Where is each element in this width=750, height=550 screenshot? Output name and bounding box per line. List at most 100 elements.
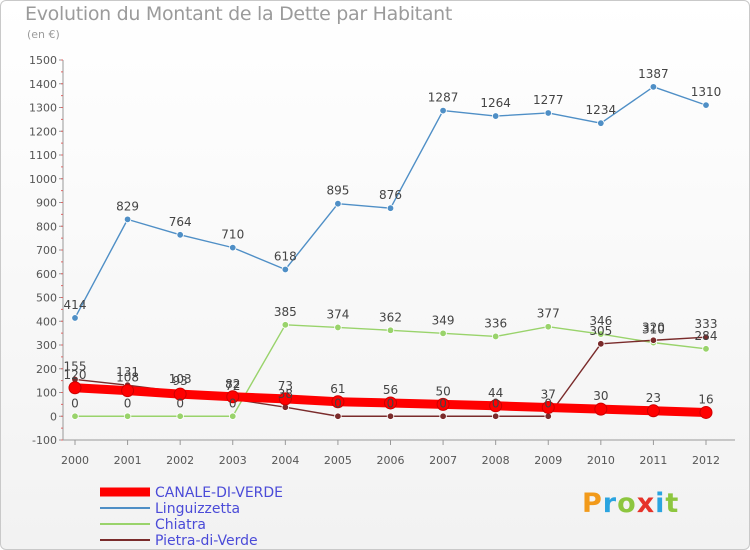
data-label: 336 (484, 316, 507, 330)
x-tick-label: 2000 (61, 454, 89, 467)
data-label: 346 (589, 314, 612, 328)
data-point (491, 332, 500, 341)
data-point (384, 396, 397, 410)
data-label: 50 (435, 384, 450, 398)
data-label: 374 (326, 307, 349, 321)
data-label: 829 (116, 199, 139, 213)
data-label: 155 (64, 359, 87, 373)
x-tick-label: 2006 (377, 454, 405, 467)
data-point (702, 101, 710, 109)
legend-label: Chiatra (155, 517, 206, 533)
data-label: 93 (173, 374, 188, 388)
data-label: 103 (169, 372, 192, 386)
data-label: 0 (387, 396, 395, 410)
data-point (386, 326, 395, 334)
data-point (699, 405, 713, 419)
legend-label: Pietra-di-Verde (155, 533, 258, 549)
data-point (176, 231, 184, 239)
data-label: 0 (71, 396, 79, 410)
data-point (649, 83, 658, 91)
legend-label: Linguizzetta (155, 501, 240, 517)
x-tick-label: 2009 (534, 454, 562, 467)
x-tick-label: 2003 (219, 454, 247, 467)
data-point (439, 329, 447, 338)
data-point (123, 215, 132, 224)
data-label: 0 (229, 396, 237, 410)
data-label: 37 (541, 387, 556, 401)
data-label: 1264 (480, 96, 511, 110)
data-point (646, 404, 660, 418)
data-label: 618 (274, 249, 297, 263)
y-tick-label: 1000 (29, 173, 57, 186)
y-tick-label: 0 (50, 410, 57, 423)
data-point (334, 199, 342, 208)
y-tick-label: 1100 (29, 149, 57, 162)
data-point (702, 345, 710, 353)
data-label: 44 (488, 386, 503, 400)
data-label: 0 (176, 396, 184, 410)
legend-label: CANALE-DI-VERDE (155, 485, 283, 501)
data-point (123, 412, 132, 420)
data-point (541, 400, 555, 414)
data-label: 385 (274, 305, 297, 319)
data-point (597, 330, 605, 338)
y-tick-label: 1200 (29, 125, 57, 138)
data-label: 82 (225, 377, 240, 391)
data-label: 895 (326, 184, 349, 198)
data-point (229, 412, 237, 420)
data-label: 1287 (428, 91, 459, 105)
data-label: 23 (646, 391, 661, 405)
x-tick-label: 2004 (271, 454, 299, 467)
data-point (491, 412, 500, 420)
data-label: 377 (537, 307, 560, 321)
chart-unit: (en €) (27, 28, 60, 41)
y-tick-label: -100 (32, 434, 57, 447)
data-label: 30 (593, 389, 608, 403)
y-tick-label: 800 (36, 220, 57, 233)
data-point (334, 323, 342, 332)
data-label: 764 (169, 215, 192, 229)
data-label: 61 (330, 382, 345, 396)
data-label: 876 (379, 188, 402, 202)
data-label: 0 (439, 396, 447, 410)
data-point (68, 381, 82, 395)
data-label: 1310 (691, 85, 722, 99)
data-label: 0 (492, 396, 500, 410)
data-point (439, 412, 447, 420)
data-point (649, 336, 658, 344)
data-point (702, 333, 710, 341)
data-point (121, 384, 135, 398)
y-tick-label: 1300 (29, 102, 57, 115)
data-label: 310 (642, 323, 665, 337)
x-tick-label: 2002 (166, 454, 194, 467)
data-label: 362 (379, 310, 402, 324)
data-point (489, 399, 503, 413)
x-tick-label: 2010 (587, 454, 615, 467)
data-label: 284 (695, 329, 718, 343)
y-tick-label: 300 (36, 339, 57, 352)
data-label: 38 (278, 387, 293, 401)
data-label: 131 (116, 365, 139, 379)
data-point (176, 412, 184, 420)
data-point (544, 109, 552, 117)
data-label: 56 (383, 383, 398, 397)
data-label: 72 (225, 379, 240, 393)
chart-title: Evolution du Montant de la Dette par Hab… (25, 3, 453, 25)
data-label: 120 (64, 368, 87, 382)
data-label: 108 (116, 371, 139, 385)
y-tick-label: 200 (36, 363, 57, 376)
data-point (278, 392, 292, 406)
data-label: 710 (221, 228, 244, 242)
data-point (334, 412, 342, 420)
data-label: 0 (544, 396, 552, 410)
y-tick-label: 600 (36, 268, 57, 281)
data-point (597, 119, 605, 127)
data-point (71, 412, 79, 420)
y-tick-label: 1400 (29, 78, 57, 91)
data-label: 1387 (638, 67, 669, 81)
y-tick-label: 500 (36, 292, 57, 305)
data-point (226, 390, 240, 404)
y-tick-label: 900 (36, 197, 57, 210)
